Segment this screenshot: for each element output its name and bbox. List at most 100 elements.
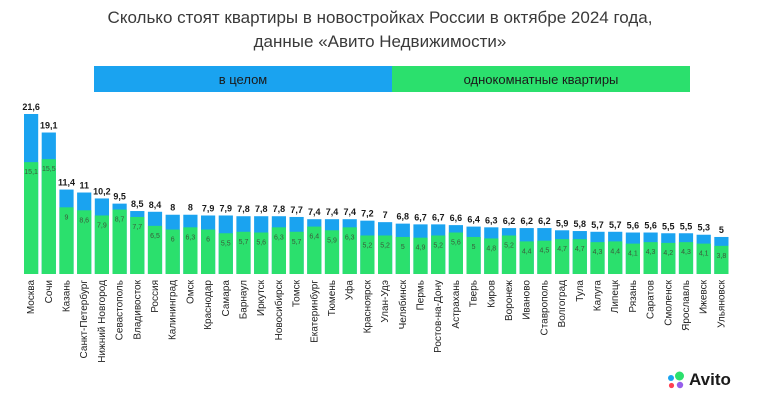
x-tick-label: Калининград xyxy=(168,280,179,340)
data-label-one-room: 6 xyxy=(206,237,210,244)
x-tick-label: Уфа xyxy=(344,280,356,301)
legend-item-total: в целом xyxy=(94,66,392,92)
title-line-2: данные «Авито Недвижимости» xyxy=(253,32,507,51)
data-label-one-room: 4,4 xyxy=(522,248,532,255)
data-label-one-room: 6,3 xyxy=(186,234,196,241)
bar-one-room xyxy=(24,162,39,274)
data-label-total: 5 xyxy=(719,225,724,235)
data-label-one-room: 15,1 xyxy=(24,169,38,176)
data-label-total: 6,7 xyxy=(432,212,445,222)
bar-one-room xyxy=(678,242,694,274)
data-label-total: 6,2 xyxy=(503,216,516,226)
data-label-one-room: 5,2 xyxy=(433,242,443,249)
data-label-total: 5,9 xyxy=(556,218,569,228)
data-label-one-room: 6,3 xyxy=(274,234,284,241)
data-label-one-room: 4,2 xyxy=(663,250,673,257)
data-label-total: 6,7 xyxy=(414,212,427,222)
chart-title: Сколько стоят квартиры в новостройках Ро… xyxy=(0,6,760,54)
bar-one-room xyxy=(183,227,198,274)
bar-one-room xyxy=(590,242,605,274)
x-tick-label: Тюмень xyxy=(327,280,338,316)
data-label-one-room: 4,7 xyxy=(557,246,567,253)
data-label-one-room: 5,2 xyxy=(380,242,390,249)
bar-one-room xyxy=(395,236,410,274)
data-label-one-room: 4,4 xyxy=(610,248,620,255)
data-label-total: 8 xyxy=(170,203,175,213)
bar-one-room xyxy=(271,227,286,274)
data-label-total: 6,4 xyxy=(467,215,480,225)
data-label-total: 7 xyxy=(383,210,388,220)
data-label-one-room: 5,2 xyxy=(363,242,373,249)
x-tick-label: Тула xyxy=(575,280,586,302)
data-label-one-room: 6 xyxy=(171,237,175,244)
data-label-one-room: 4,7 xyxy=(575,246,585,253)
bar-one-room xyxy=(130,216,145,274)
bar-one-room xyxy=(324,230,340,274)
data-label-total: 5,7 xyxy=(591,220,604,230)
data-label-one-room: 4,9 xyxy=(416,245,426,252)
data-label-one-room: 5,7 xyxy=(292,239,302,246)
bar-one-room xyxy=(413,237,428,274)
data-label-total: 5,6 xyxy=(627,221,640,231)
x-tick-label: Самара xyxy=(221,280,232,317)
data-label-total: 8 xyxy=(188,203,193,213)
x-tick-label: Улан-Удэ xyxy=(380,280,391,323)
bar-one-room xyxy=(555,239,570,274)
bar-one-room xyxy=(501,235,517,274)
data-label-total: 7,4 xyxy=(326,207,339,217)
x-tick-label: Киров xyxy=(486,280,497,308)
x-tick-label: Казань xyxy=(62,280,73,312)
data-label-total: 6,2 xyxy=(520,216,533,226)
data-label-total: 19,1 xyxy=(40,121,58,131)
bar-one-room xyxy=(342,227,357,274)
data-label-one-room: 4,1 xyxy=(628,251,638,258)
data-label-one-room: 4,3 xyxy=(681,249,691,256)
data-label-total: 5,8 xyxy=(574,219,587,229)
data-label-total: 6,8 xyxy=(397,212,410,222)
data-label-total: 6,3 xyxy=(485,215,498,225)
x-tick-label: Москва xyxy=(26,280,37,315)
data-label-one-room: 4,3 xyxy=(646,249,656,256)
data-label-total: 8,4 xyxy=(149,200,162,210)
bar-one-room xyxy=(661,242,676,274)
data-label-total: 7,7 xyxy=(290,205,303,215)
data-label-one-room: 5,9 xyxy=(327,237,337,244)
bar-one-room xyxy=(112,209,127,274)
data-label-total: 6,2 xyxy=(538,216,551,226)
data-label-one-room: 6,4 xyxy=(309,234,319,241)
data-label-total: 10,2 xyxy=(93,186,111,196)
data-label-total: 7,9 xyxy=(202,203,215,213)
bar-one-room xyxy=(572,239,587,274)
data-label-total: 7,4 xyxy=(308,207,321,217)
data-label-one-room: 9 xyxy=(65,214,69,221)
data-label-one-room: 5,7 xyxy=(239,239,249,246)
x-tick-label: Новосибирск xyxy=(273,279,285,340)
bar-one-room xyxy=(59,207,74,274)
x-tick-label: Пермь xyxy=(416,280,427,310)
bar-one-room xyxy=(147,225,163,274)
data-label-total: 9,5 xyxy=(113,192,126,202)
data-label-total: 7,9 xyxy=(220,203,233,213)
data-label-one-room: 7,9 xyxy=(97,222,107,229)
data-label-one-room: 7,7 xyxy=(132,224,142,231)
x-tick-label: Омск xyxy=(185,279,196,304)
bar-one-room xyxy=(625,243,640,274)
x-tick-label: Смоленск xyxy=(663,279,674,325)
x-tick-label: Тверь xyxy=(469,280,480,307)
data-label-one-room: 4,5 xyxy=(540,248,550,255)
data-label-one-room: 15,5 xyxy=(42,166,56,173)
data-label-total: 11,4 xyxy=(58,178,75,188)
data-label-one-room: 5,2 xyxy=(504,242,514,249)
bar-one-room xyxy=(448,232,463,274)
x-tick-label: Ижевск xyxy=(699,279,710,314)
bar-one-room xyxy=(289,231,304,274)
data-label-total: 11 xyxy=(79,181,89,191)
x-tick-label: Екатеринбург xyxy=(308,280,320,343)
x-tick-label: Волгоград xyxy=(557,280,568,328)
bar-one-room xyxy=(378,235,393,274)
data-label-total: 7,8 xyxy=(273,204,286,214)
bar-one-room xyxy=(537,240,552,274)
x-tick-label: Сочи xyxy=(44,280,55,303)
bar-one-room xyxy=(643,242,658,274)
legend: в целом однокомнатные квартиры xyxy=(94,66,690,92)
